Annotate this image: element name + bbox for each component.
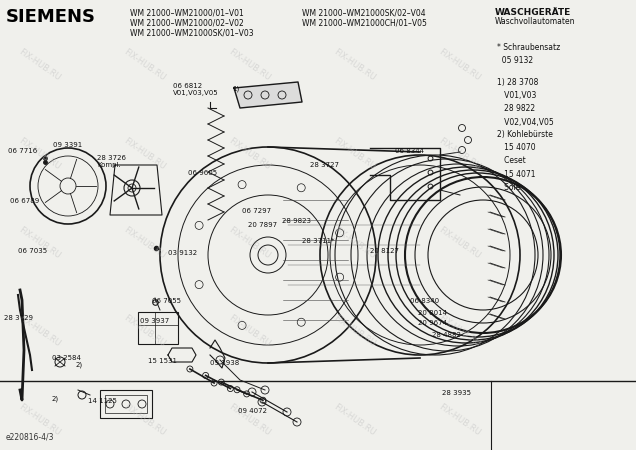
Text: 28 9823: 28 9823	[282, 218, 311, 224]
Bar	[105, 395, 147, 413]
Text: SIEMENS: SIEMENS	[6, 8, 96, 26]
Text: 2): 2)	[76, 362, 83, 369]
Text: FIX-HUB.RU: FIX-HUB.RU	[123, 136, 167, 171]
Text: 06 8344: 06 8344	[395, 148, 424, 154]
Text: FIX-HUB.RU: FIX-HUB.RU	[228, 225, 273, 260]
Text: FIX-HUB.RU: FIX-HUB.RU	[123, 402, 167, 438]
Text: * Schraubensatz
  05 9132: * Schraubensatz 05 9132	[497, 43, 560, 65]
Text: FIX-HUB.RU: FIX-HUB.RU	[438, 136, 483, 171]
Bar	[138, 312, 178, 344]
Text: 06 7716: 06 7716	[8, 148, 38, 154]
Text: Waschvollautomaten: Waschvollautomaten	[495, 17, 576, 26]
Text: 09 3937: 09 3937	[140, 318, 169, 324]
Text: 06 7055: 06 7055	[152, 298, 181, 304]
Text: FIX-HUB.RU: FIX-HUB.RU	[123, 314, 167, 349]
Text: FIX-HUB.RU: FIX-HUB.RU	[438, 314, 483, 349]
Text: FIX-HUB.RU: FIX-HUB.RU	[228, 402, 273, 438]
Text: 20 9674: 20 9674	[418, 320, 447, 326]
Text: 28 3726
Kompl.: 28 3726 Kompl.	[97, 155, 126, 168]
Text: 15 1531: 15 1531	[148, 358, 177, 364]
Text: 20 8127: 20 8127	[370, 248, 399, 254]
Text: FIX-HUB.RU: FIX-HUB.RU	[438, 402, 483, 438]
Text: FIX-HUB.RU: FIX-HUB.RU	[17, 225, 62, 260]
Text: 28 3711*: 28 3711*	[302, 238, 335, 244]
Text: 1): 1)	[232, 86, 239, 93]
Polygon shape	[234, 82, 302, 108]
Text: 06 6812
V01,V03,V05: 06 6812 V01,V03,V05	[173, 83, 219, 96]
Bar	[100, 390, 152, 418]
Text: 2) Kohlebürste
   15 4070
   Ceset
   15 4071
   Sole: 2) Kohlebürste 15 4070 Ceset 15 4071 Sol…	[497, 130, 553, 192]
Text: FIX-HUB.RU: FIX-HUB.RU	[333, 402, 378, 438]
Text: FIX-HUB.RU: FIX-HUB.RU	[17, 402, 62, 438]
Text: FIX-HUB.RU: FIX-HUB.RU	[17, 314, 62, 349]
Text: 28 3729: 28 3729	[4, 315, 33, 321]
Text: WM 21000–WM21000/02–V02: WM 21000–WM21000/02–V02	[130, 19, 244, 28]
Text: 09 4072: 09 4072	[238, 408, 267, 414]
Text: 03 2584: 03 2584	[52, 355, 81, 361]
Text: WM 21000–WM21000CH/01–V05: WM 21000–WM21000CH/01–V05	[302, 19, 427, 28]
Text: 09 3938: 09 3938	[210, 360, 239, 366]
Text: FIX-HUB.RU: FIX-HUB.RU	[438, 225, 483, 260]
Text: 20 8014: 20 8014	[418, 310, 447, 316]
Text: 06 9605: 06 9605	[188, 170, 217, 176]
Text: 14 1125: 14 1125	[88, 398, 117, 404]
Text: 03 9132: 03 9132	[168, 250, 197, 256]
Text: FIX-HUB.RU: FIX-HUB.RU	[228, 47, 273, 83]
Text: FIX-HUB.RU: FIX-HUB.RU	[333, 47, 378, 83]
Text: FIX-HUB.RU: FIX-HUB.RU	[123, 225, 167, 260]
Text: WM 21000–WM21000SK/01–V03: WM 21000–WM21000SK/01–V03	[130, 29, 254, 38]
Text: 20 7897: 20 7897	[248, 222, 277, 228]
Text: WASCHGERÄTE: WASCHGERÄTE	[495, 8, 571, 17]
Text: e220816-4/3: e220816-4/3	[6, 433, 55, 442]
Text: 06 6789: 06 6789	[10, 198, 39, 204]
Text: 28 3727: 28 3727	[310, 162, 339, 168]
Text: WM 21000–WM21000SK/02–V04: WM 21000–WM21000SK/02–V04	[302, 9, 425, 18]
Text: FIX-HUB.RU: FIX-HUB.RU	[333, 136, 378, 171]
Text: 09 3391: 09 3391	[53, 142, 82, 148]
Text: FIX-HUB.RU: FIX-HUB.RU	[228, 314, 273, 349]
Text: 1) 28 3708
   V01,V03
   28 9822
   V02,V04,V05: 1) 28 3708 V01,V03 28 9822 V02,V04,V05	[497, 78, 554, 126]
Text: 06 7297: 06 7297	[242, 208, 271, 214]
Text: 28 4882: 28 4882	[432, 332, 461, 338]
Text: FIX-HUB.RU: FIX-HUB.RU	[228, 136, 273, 171]
Text: FIX-HUB.RU: FIX-HUB.RU	[333, 314, 378, 349]
Text: 28 3935: 28 3935	[442, 390, 471, 396]
Text: FIX-HUB.RU: FIX-HUB.RU	[333, 225, 378, 260]
Text: 06 8340: 06 8340	[410, 298, 439, 304]
Text: FIX-HUB.RU: FIX-HUB.RU	[17, 47, 62, 83]
Text: FIX-HUB.RU: FIX-HUB.RU	[17, 136, 62, 171]
Text: 2): 2)	[52, 395, 59, 401]
Text: FIX-HUB.RU: FIX-HUB.RU	[123, 47, 167, 83]
Text: FIX-HUB.RU: FIX-HUB.RU	[438, 47, 483, 83]
Text: 06 7035: 06 7035	[18, 248, 47, 254]
Text: WM 21000–WM21000/01–V01: WM 21000–WM21000/01–V01	[130, 9, 244, 18]
